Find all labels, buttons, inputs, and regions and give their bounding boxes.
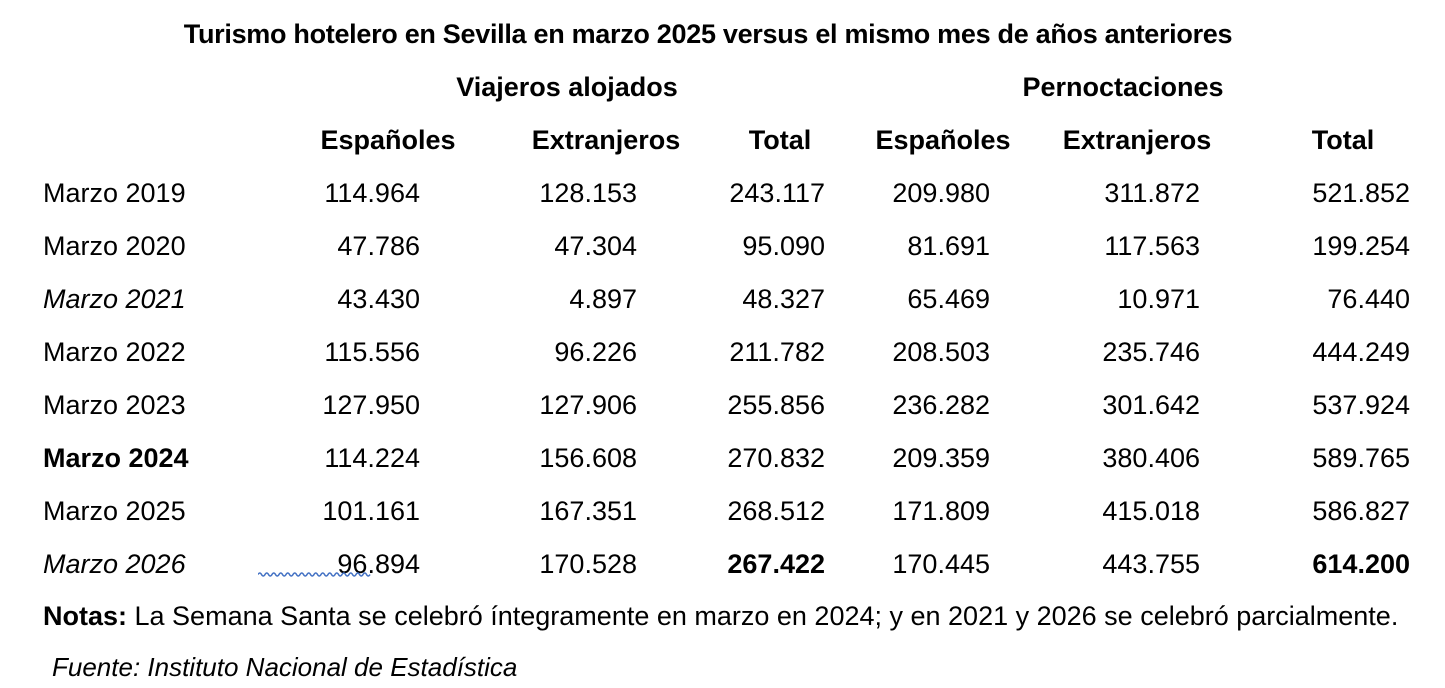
- cell-pernoctaciones-extranjeros: 235.746: [1102, 337, 1200, 367]
- row-label: Marzo 2022: [43, 337, 186, 367]
- group-header-viajeros-alojados: Viajeros alojados: [456, 72, 678, 102]
- cell-viajeros-total: 255.856: [727, 390, 825, 420]
- cell-viajeros-total: 211.782: [729, 337, 825, 367]
- cell-viajeros-espanoles: 101.161: [322, 496, 420, 526]
- cell-pernoctaciones-extranjeros: 443.755: [1102, 549, 1200, 579]
- row-label: Marzo 2026: [43, 549, 186, 579]
- cell-viajeros-espanoles: 115.556: [324, 337, 420, 367]
- cell-viajeros-espanoles: 114.224: [324, 443, 420, 473]
- cell-viajeros-espanoles: 47.786: [337, 231, 420, 261]
- cell-pernoctaciones-espanoles: 209.359: [892, 443, 990, 473]
- column-header-viajeros-extranjeros: Extranjeros: [531, 125, 681, 155]
- cell-pernoctaciones-extranjeros: 415.018: [1102, 496, 1200, 526]
- cell-pernoctaciones-extranjeros: 380.406: [1102, 443, 1200, 473]
- row-label: Marzo 2021: [43, 284, 186, 314]
- cell-viajeros-extranjeros: 128.153: [539, 178, 637, 208]
- row-label: Marzo 2024: [43, 443, 189, 473]
- cell-pernoctaciones-espanoles: 209.980: [892, 178, 990, 208]
- cell-viajeros-total: 48.327: [742, 284, 825, 314]
- cell-pernoctaciones-total: 589.765: [1312, 443, 1410, 473]
- column-header-viajeros-espanoles: Españoles: [320, 125, 456, 155]
- table-row: Marzo 2025 101.161 167.351 268.512 171.8…: [0, 496, 1445, 532]
- cell-pernoctaciones-total: 76.440: [1327, 284, 1410, 314]
- notes-label: Notas:: [43, 601, 128, 631]
- cell-viajeros-extranjeros: 167.351: [539, 496, 637, 526]
- cell-viajeros-extranjeros: 47.304: [554, 231, 637, 261]
- notes-text: La Semana Santa se celebró íntegramente …: [127, 601, 1399, 631]
- table-row: Marzo 2022 115.556 96.226 211.782 208.50…: [0, 337, 1445, 373]
- row-label: Marzo 2020: [43, 231, 186, 261]
- cell-pernoctaciones-extranjeros: 301.642: [1102, 390, 1200, 420]
- cell-pernoctaciones-total: 199.254: [1312, 231, 1410, 261]
- cell-pernoctaciones-total: 444.249: [1312, 337, 1410, 367]
- table-row: Marzo 2023 127.950 127.906 255.856 236.2…: [0, 390, 1445, 426]
- table-row: Marzo 2020 47.786 47.304 95.090 81.691 1…: [0, 231, 1445, 267]
- cell-viajeros-total: 268.512: [727, 496, 825, 526]
- cell-viajeros-extranjeros: 156.608: [539, 443, 637, 473]
- column-header-pernoctaciones-extranjeros: Extranjeros: [1062, 125, 1212, 155]
- column-header-pernoctaciones-total: Total: [1311, 125, 1375, 155]
- cell-viajeros-espanoles: 114.964: [324, 178, 420, 208]
- cell-viajeros-total: 267.422: [727, 549, 825, 579]
- cell-pernoctaciones-total: 521.852: [1312, 178, 1410, 208]
- cell-pernoctaciones-espanoles: 171.809: [892, 496, 990, 526]
- cell-pernoctaciones-espanoles: 81.691: [907, 231, 990, 261]
- table-row: Marzo 2026 96.894 170.528 267.422 170.44…: [0, 549, 1445, 585]
- cell-viajeros-total: 95.090: [742, 231, 825, 261]
- cell-pernoctaciones-espanoles: 236.282: [892, 390, 990, 420]
- source-line: Fuente: Instituto Nacional de Estadístic…: [52, 652, 518, 682]
- row-label: Marzo 2025: [43, 496, 186, 526]
- group-header-pernoctaciones: Pernoctaciones: [1022, 72, 1224, 102]
- notes: Notas: La Semana Santa se celebró íntegr…: [43, 601, 1398, 632]
- cell-viajeros-extranjeros: 96.226: [554, 337, 637, 367]
- table-row: Marzo 2024 114.224 156.608 270.832 209.3…: [0, 443, 1445, 479]
- cell-pernoctaciones-extranjeros: 117.563: [1104, 231, 1200, 261]
- cell-viajeros-espanoles: 127.950: [322, 390, 420, 420]
- cell-viajeros-espanoles: 96.894: [255, 549, 420, 580]
- cell-viajeros-extranjeros: 4.897: [569, 284, 637, 314]
- cell-pernoctaciones-total: 537.924: [1312, 390, 1410, 420]
- cell-viajeros-espanoles: 43.430: [337, 284, 420, 314]
- squiggle-underline-icon: [258, 572, 371, 577]
- row-label: Marzo 2019: [43, 178, 186, 208]
- column-header-viajeros-total: Total: [748, 125, 812, 155]
- row-label: Marzo 2023: [43, 390, 186, 420]
- cell-viajeros-extranjeros: 127.906: [539, 390, 637, 420]
- cell-pernoctaciones-espanoles: 208.503: [892, 337, 990, 367]
- cell-viajeros-total: 270.832: [727, 443, 825, 473]
- cell-pernoctaciones-espanoles: 65.469: [907, 284, 990, 314]
- page-title: Turismo hotelero en Sevilla en marzo 202…: [183, 19, 1233, 49]
- cell-pernoctaciones-total: 614.200: [1312, 549, 1410, 579]
- cell-pernoctaciones-espanoles: 170.445: [892, 549, 990, 579]
- cell-viajeros-extranjeros: 170.528: [539, 549, 637, 579]
- table-row: Marzo 2021 43.430 4.897 48.327 65.469 10…: [0, 284, 1445, 320]
- cell-pernoctaciones-extranjeros: 10.971: [1117, 284, 1200, 314]
- table-row: Marzo 2019 114.964 128.153 243.117 209.9…: [0, 178, 1445, 214]
- cell-pernoctaciones-extranjeros: 311.872: [1104, 178, 1200, 208]
- cell-pernoctaciones-total: 586.827: [1312, 496, 1410, 526]
- cell-viajeros-total: 243.117: [729, 178, 825, 208]
- column-header-pernoctaciones-espanoles: Españoles: [875, 125, 1011, 155]
